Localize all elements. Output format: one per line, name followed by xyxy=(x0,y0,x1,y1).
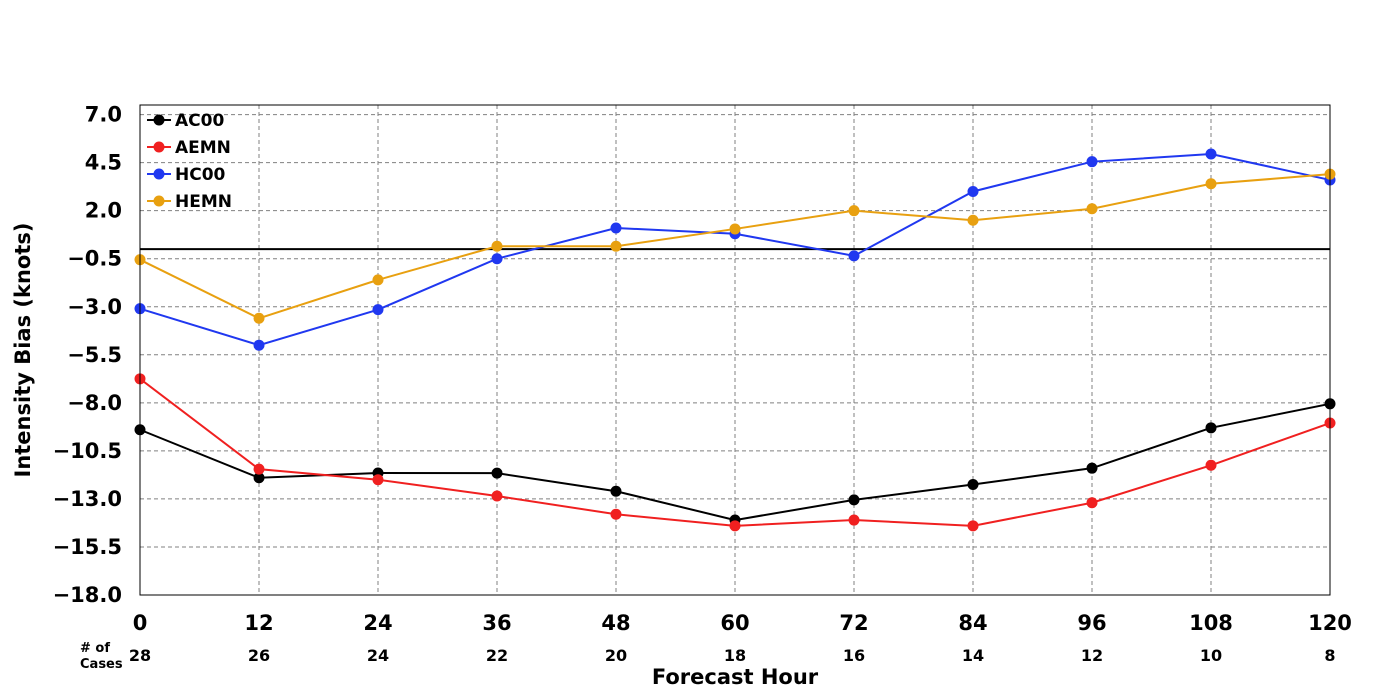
legend-label: AC00 xyxy=(175,111,224,131)
legend-item-ac00: AC00 xyxy=(147,111,224,131)
legend: AC00 AEMN HC00 HEMN xyxy=(147,111,232,212)
legend-swatch-marker xyxy=(153,195,165,207)
x-tick-label: 120 xyxy=(1308,611,1352,635)
case-count-label: 14 xyxy=(962,646,984,665)
y-tick-label: −10.5 xyxy=(53,439,122,463)
y-tick-label: −5.5 xyxy=(67,343,122,367)
data-point-ac00 xyxy=(491,467,503,479)
cases-label-line2: Cases xyxy=(80,657,123,672)
case-count-label: 26 xyxy=(248,646,270,665)
plot-frame xyxy=(139,104,1331,596)
data-point-hemn xyxy=(848,205,860,217)
data-point-hc00 xyxy=(372,304,384,316)
legend-label: AEMN xyxy=(175,138,231,158)
case-count-label: 16 xyxy=(843,646,865,665)
data-point-aemn xyxy=(372,474,384,486)
x-axis-title: Forecast Hour xyxy=(652,665,819,689)
case-count-label: 28 xyxy=(129,646,151,665)
data-point-hc00 xyxy=(967,185,979,197)
x-tick-label: 60 xyxy=(720,611,749,635)
y-tick-label: −3.0 xyxy=(67,295,122,319)
y-tick-label: −13.0 xyxy=(53,487,122,511)
data-point-hemn xyxy=(610,240,622,252)
data-point-hc00 xyxy=(610,222,622,234)
case-count-label: 20 xyxy=(605,646,627,665)
data-point-ac00 xyxy=(967,479,979,491)
x-tick-label: 108 xyxy=(1189,611,1233,635)
series-aemn xyxy=(134,373,1336,532)
data-point-hc00 xyxy=(491,253,503,265)
series-ac00 xyxy=(134,398,1336,526)
x-tick-label: 48 xyxy=(601,611,630,635)
data-point-ac00 xyxy=(610,485,622,497)
case-count-label: 10 xyxy=(1200,646,1222,665)
data-point-hemn xyxy=(1205,178,1217,190)
legend-swatch-marker xyxy=(153,114,165,126)
x-tick-label: 36 xyxy=(482,611,511,635)
data-point-aemn xyxy=(610,508,622,520)
x-tick-labels: 0 12 24 36 48 60 72 84 96 108 120 xyxy=(133,611,1352,635)
data-point-aemn xyxy=(729,520,741,532)
x-tick-label: 84 xyxy=(958,611,987,635)
y-tick-label: −18.0 xyxy=(53,583,122,607)
data-point-hc00 xyxy=(1086,156,1098,168)
data-point-ac00 xyxy=(1086,462,1098,474)
data-point-aemn xyxy=(253,463,265,475)
y-tick-label: 4.5 xyxy=(85,151,122,175)
legend-item-aemn: AEMN xyxy=(147,138,231,158)
data-point-hemn xyxy=(253,312,265,324)
x-tick-label: 12 xyxy=(244,611,273,635)
case-count-label: 18 xyxy=(724,646,746,665)
data-point-hc00 xyxy=(253,339,265,351)
data-point-hc00 xyxy=(1205,148,1217,160)
data-point-hemn xyxy=(967,214,979,226)
data-point-ac00 xyxy=(253,472,265,484)
y-tick-label: 2.0 xyxy=(85,199,122,223)
series-layer xyxy=(134,148,1336,532)
data-point-hemn xyxy=(372,274,384,286)
x-tick-label: 0 xyxy=(133,611,148,635)
x-tick-label: 24 xyxy=(363,611,392,635)
cases-label-line1: # of xyxy=(80,641,110,656)
series-hemn xyxy=(134,168,1336,324)
data-point-aemn xyxy=(967,520,979,532)
y-tick-labels: 7.0 4.5 2.0 −0.5 −3.0 −5.5 −8.0 −10.5 −13.0 −15.5… xyxy=(53,103,122,607)
cases-row: # of Cases 28 26 24 22 20 18 16 14 12 10 8 xyxy=(80,641,1336,672)
data-point-hemn xyxy=(491,240,503,252)
y-tick-label: 7.0 xyxy=(85,103,122,127)
case-count-label: 22 xyxy=(486,646,508,665)
data-point-aemn xyxy=(848,514,860,526)
y-tick-label: −0.5 xyxy=(67,247,122,271)
case-count-label: 8 xyxy=(1324,646,1335,665)
x-tick-label: 96 xyxy=(1077,611,1106,635)
data-point-hemn xyxy=(729,223,741,235)
data-point-ac00 xyxy=(1205,422,1217,434)
legend-label: HEMN xyxy=(175,192,232,212)
legend-swatch-marker xyxy=(153,141,165,153)
x-tick-label: 72 xyxy=(839,611,868,635)
case-count-label: 12 xyxy=(1081,646,1103,665)
y-tick-label: −15.5 xyxy=(53,535,122,559)
data-point-hc00 xyxy=(848,250,860,262)
grid-lines xyxy=(139,105,1331,596)
data-point-aemn xyxy=(491,490,503,502)
legend-label: HC00 xyxy=(175,165,226,185)
case-count-label: 24 xyxy=(367,646,389,665)
legend-item-hemn: HEMN xyxy=(147,192,232,212)
legend-swatch-marker xyxy=(153,168,165,180)
data-point-ac00 xyxy=(848,494,860,506)
data-point-hemn xyxy=(1086,203,1098,215)
data-point-aemn xyxy=(1205,459,1217,471)
y-tick-label: −8.0 xyxy=(67,391,122,415)
y-axis-title: Intensity Bias (knots) xyxy=(11,223,35,478)
legend-item-hc00: HC00 xyxy=(147,165,226,185)
data-point-aemn xyxy=(1086,497,1098,509)
